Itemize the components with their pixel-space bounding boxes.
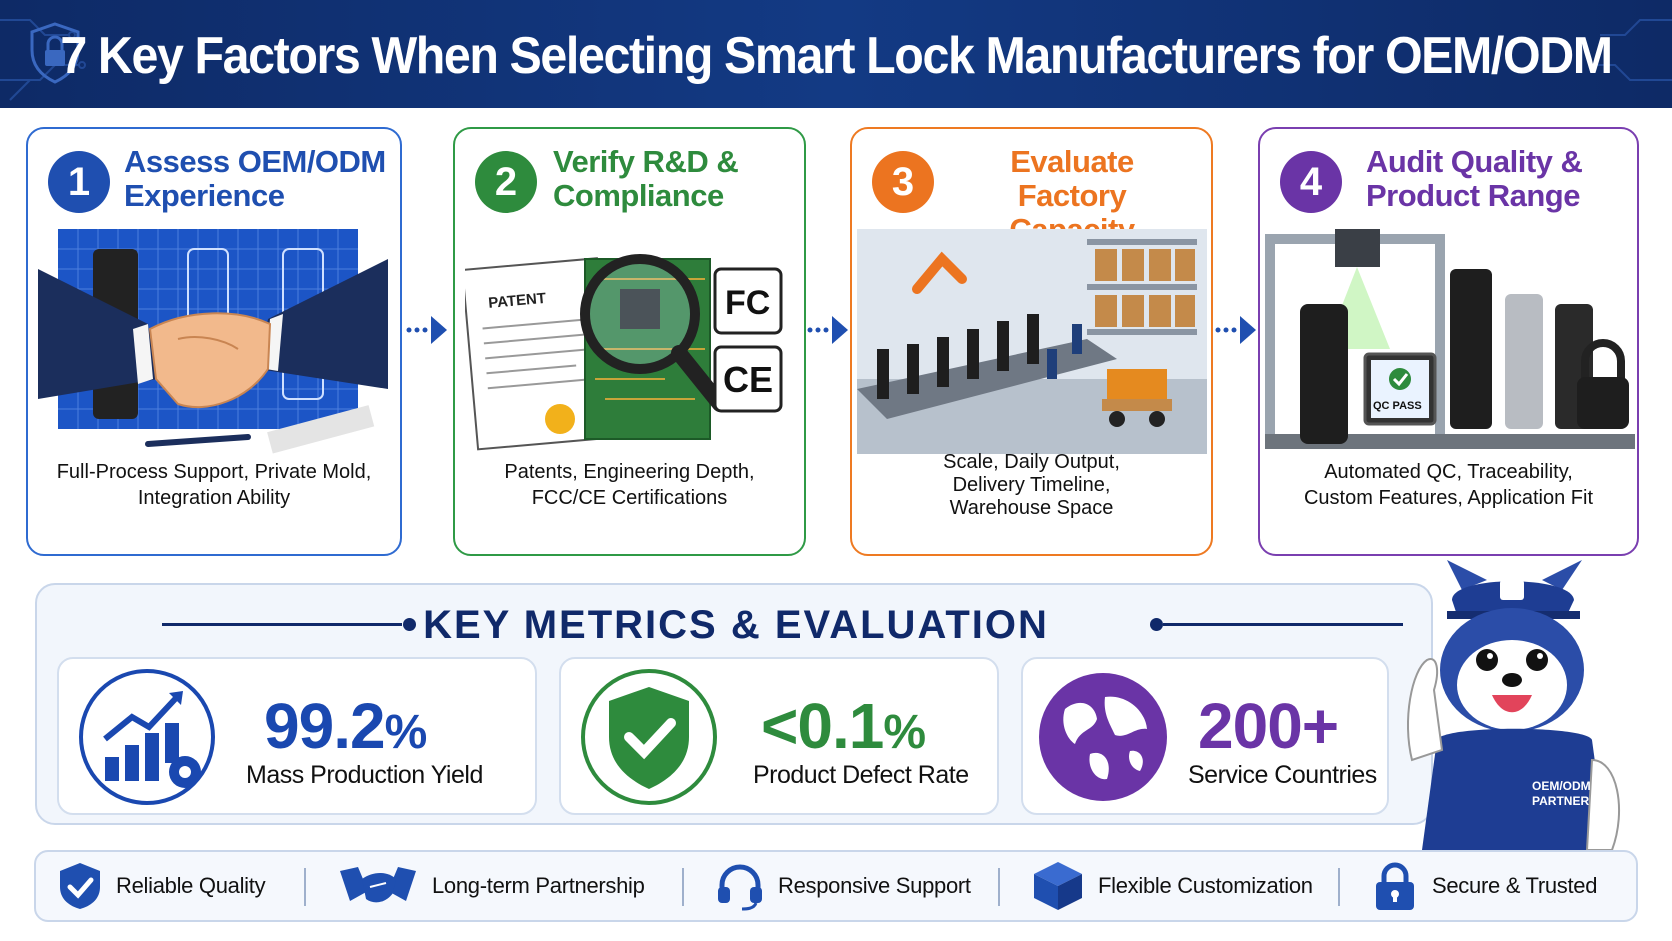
lock-icon: [1500, 580, 1524, 600]
benefit-item: Secure & Trusted: [1372, 852, 1597, 920]
step-card-4: 4 Audit Quality & Product Range QC PASS A…: [1258, 127, 1639, 556]
divider-dot: [1150, 618, 1163, 631]
benefit-label: Responsive Support: [778, 873, 971, 898]
step-title: Verify R&D & Compliance: [553, 144, 739, 213]
divider: [162, 623, 402, 626]
benefit-label: Flexible Customization: [1098, 873, 1313, 898]
step-title: Audit Quality & Product Range: [1366, 144, 1583, 213]
divider: [1163, 623, 1403, 626]
benefit-label: Secure & Trusted: [1432, 873, 1598, 898]
step-number-badge: 1: [48, 151, 110, 213]
metric-card-defect: <0.1% Product Defect Rate: [559, 657, 999, 815]
magnifier-icon: [580, 254, 700, 374]
page-title: 7 Key Factors When Selecting Smart Lock …: [60, 27, 1613, 85]
globe-icon: [1039, 673, 1167, 801]
divider: [304, 868, 306, 906]
handshake-icon: [340, 867, 416, 903]
step-description: Automated QC, Traceability, Custom Featur…: [1303, 461, 1593, 509]
metrics-title: KEY METRICS & EVALUATION: [423, 603, 1049, 647]
header-banner: 7 Key Factors When Selecting Smart Lock …: [0, 0, 1672, 108]
metric-value: 200+: [1198, 690, 1339, 762]
metric-card-yield: 99.2% Mass Production Yield: [57, 657, 537, 815]
metric-label: Service Countries: [1188, 761, 1377, 789]
flow-arrow-icon: [1215, 316, 1256, 344]
cube-icon: [1034, 862, 1082, 910]
step-title: Assess OEM/ODM Experience: [124, 144, 386, 213]
metric-value: <0.1%: [761, 690, 926, 762]
metric-value: 99.2%: [264, 690, 427, 762]
shield-check-icon: [581, 669, 717, 805]
husky-mascot-illustration: OEM/ODM PARTNER: [1406, 560, 1620, 850]
ce-mark: CE: [723, 359, 773, 400]
benefit-item: Responsive Support: [716, 852, 971, 920]
shirt-text: OEM/ODM: [1532, 779, 1591, 793]
fcc-mark: FC: [725, 284, 770, 322]
shield-check-icon: [60, 863, 100, 909]
metrics-panel: KEY METRICS & EVALUATION 99.2% Mass Prod…: [35, 583, 1433, 825]
benefit-label: Reliable Quality: [116, 873, 266, 898]
lock-shield-icon: [30, 22, 80, 84]
handshake-blueprint-illustration: [38, 229, 388, 454]
patent-compliance-illustration: PATENT FC CE: [465, 254, 783, 451]
benefit-item: Flexible Customization: [1032, 852, 1313, 920]
flow-arrow-icon: [807, 316, 848, 344]
benefit-item: Long-term Partnership: [338, 852, 645, 920]
step-card-1: 1 Assess OEM/ODM Experience Full-Process …: [26, 127, 402, 556]
divider: [682, 868, 684, 906]
step-number-badge: 3: [872, 151, 934, 213]
divider: [1338, 868, 1340, 906]
factory-illustration: [857, 229, 1207, 454]
step-number-badge: 2: [475, 151, 537, 213]
divider-dot: [403, 618, 416, 631]
patent-label: PATENT: [488, 290, 547, 312]
step-card-3: 3 Evaluate FactoryCapacity Scale, Daily …: [850, 127, 1213, 556]
seal-icon: [545, 404, 575, 434]
chart-gear-icon: [79, 669, 215, 805]
flow-arrow-icon: [406, 316, 447, 344]
metric-label: Mass Production Yield: [246, 761, 483, 789]
step-card-2: 2 Verify R&D & Compliance PATENT FC CE Pa…: [453, 127, 806, 556]
footer-benefits-bar: Reliable Quality Long-term Partnership R…: [34, 850, 1638, 922]
padlock-icon: [1376, 862, 1414, 910]
circuit-pattern: [0, 19, 1672, 101]
benefit-item: Reliable Quality: [58, 852, 266, 920]
headset-icon: [718, 864, 762, 911]
qc-pass-label: QC PASS: [1373, 400, 1422, 412]
divider: [998, 868, 1000, 906]
step-description: Patents, Engineering Depth, FCC/CE Certif…: [504, 461, 755, 509]
benefit-label: Long-term Partnership: [432, 873, 645, 898]
metric-label: Product Defect Rate: [753, 761, 969, 789]
step-description: Scale, Daily Output, Delivery Timeline, Wa…: [943, 451, 1120, 519]
qc-products-illustration: QC PASS: [1265, 229, 1635, 449]
step-number-badge: 4: [1280, 151, 1342, 213]
metric-card-countries: 200+ Service Countries: [1021, 657, 1389, 815]
step-description: Full-Process Support, Private Mold, Integ…: [56, 461, 372, 509]
padlock-icon: [1577, 377, 1629, 429]
shirt-text: PARTNER: [1532, 794, 1589, 808]
